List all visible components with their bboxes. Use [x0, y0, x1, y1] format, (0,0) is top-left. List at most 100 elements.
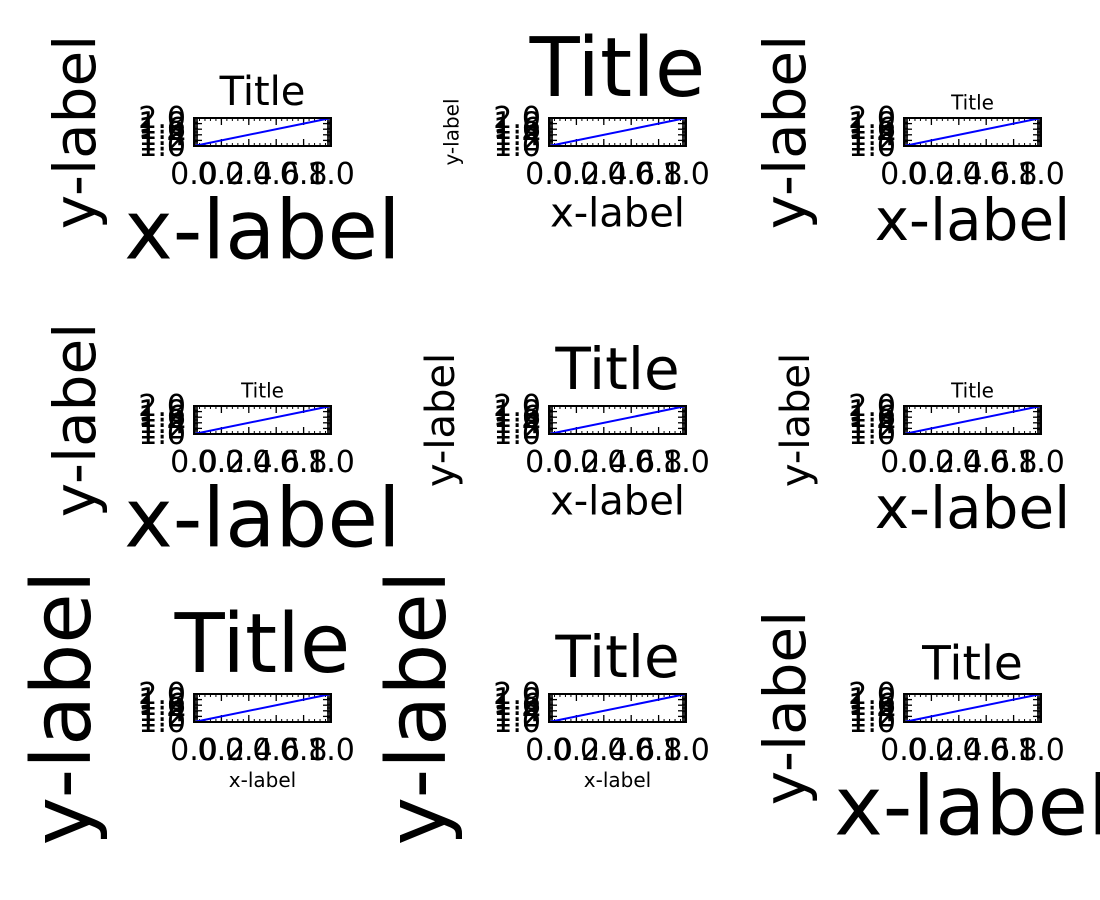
y-tick-label: 1.6 [848, 400, 896, 435]
y-tick-label: 1.2 [138, 411, 186, 446]
x-tick-label: 0.4 [580, 157, 628, 192]
y-tick-label: 1.2 [493, 123, 541, 158]
x-tick-label: 1.0 [1017, 445, 1065, 480]
x-axis-label: x-label [875, 186, 1071, 254]
x-tick-label: 0.0 [525, 445, 573, 480]
y-tick-label: 1.4 [848, 118, 896, 153]
data-line [903, 693, 1042, 723]
x-tick-label: 0.0 [170, 445, 218, 480]
x-tick-label: 0.4 [225, 733, 273, 768]
x-tick-label: 0.8 [990, 157, 1038, 192]
x-tick-label: 0.4 [935, 445, 983, 480]
x-axis-label: x-label [834, 759, 1100, 854]
data-line [193, 405, 332, 435]
x-tick-label: 0.8 [280, 445, 328, 480]
y-tick-label: 2.0 [848, 677, 896, 712]
y-axis-label: y-label [751, 35, 819, 230]
y-tick-label: 1.8 [848, 683, 896, 718]
y-axis-label: y-label [41, 323, 109, 518]
x-tick-label: 0.2 [908, 733, 956, 768]
y-tick-label: 1.6 [493, 400, 541, 435]
x-tick-label: 0.8 [990, 733, 1038, 768]
y-tick-label: 1.8 [493, 683, 541, 718]
y-tick-label: 1.8 [493, 107, 541, 142]
x-tick-label: 0.8 [280, 157, 328, 192]
chart-title: Title [950, 379, 994, 403]
axes-frame [548, 405, 687, 435]
x-tick-label: 0.2 [198, 157, 246, 192]
x-tick-label: 0.4 [580, 733, 628, 768]
x-tick-label: 0.6 [607, 733, 655, 768]
y-tick-label: 1.4 [138, 406, 186, 441]
y-tick-label: 1.4 [493, 694, 541, 729]
x-tick-label: 0.2 [553, 157, 601, 192]
chart-title: Title [921, 637, 1023, 692]
y-tick-label: 1.6 [848, 688, 896, 723]
y-tick-label: 1.0 [138, 705, 186, 740]
x-tick-label: 0.4 [580, 445, 628, 480]
x-tick-label: 0.2 [198, 733, 246, 768]
axes-frame [548, 693, 687, 723]
x-tick-label: 0.2 [198, 445, 246, 480]
x-tick-label: 0.6 [962, 157, 1010, 192]
x-tick-label: 0.4 [935, 157, 983, 192]
y-tick-label: 1.6 [138, 112, 186, 147]
x-tick-label: 0.2 [908, 157, 956, 192]
x-tick-label: 1.0 [662, 445, 710, 480]
y-tick-label: 1.2 [493, 411, 541, 446]
y-tick-label: 1.4 [848, 406, 896, 441]
y-tick-label: 2.0 [848, 101, 896, 136]
axes-frame [548, 117, 687, 147]
y-tick-label: 1.4 [493, 118, 541, 153]
x-tick-label: 0.0 [880, 733, 928, 768]
axes-frame [193, 693, 332, 723]
axes-frame [903, 693, 1042, 723]
subplot-7: 0.00.20.40.60.81.01.01.21.41.61.82.0Titl… [15, 571, 355, 846]
x-tick-label: 0.4 [225, 157, 273, 192]
axes-frame [193, 405, 332, 435]
subplot-8: 0.00.20.40.60.81.01.01.21.41.61.82.0Titl… [370, 571, 710, 846]
y-axis-label: y-label [15, 571, 110, 846]
subplot-5: 0.00.20.40.60.81.01.01.21.41.61.82.0Titl… [418, 335, 710, 524]
y-tick-label: 1.0 [138, 129, 186, 164]
x-tick-label: 0.8 [990, 445, 1038, 480]
subplot-3: 0.00.20.40.60.81.01.01.21.41.61.82.0 Titl… [751, 35, 1070, 254]
x-axis-label: x-label [875, 474, 1071, 542]
y-tick-label: 1.4 [138, 694, 186, 729]
x-tick-label: 0.6 [962, 733, 1010, 768]
data-line [548, 405, 687, 435]
y-tick-label: 1.0 [493, 705, 541, 740]
chart-title: Title [240, 379, 284, 403]
y-axis-label: y-label [751, 611, 819, 806]
x-tick-label: 0.2 [553, 733, 601, 768]
x-tick-label: 0.4 [225, 445, 273, 480]
x-tick-label: 0.6 [252, 733, 300, 768]
x-tick-label: 0.0 [525, 733, 573, 768]
x-tick-label: 0.6 [607, 157, 655, 192]
y-tick-label: 1.2 [848, 699, 896, 734]
x-tick-label: 0.8 [635, 733, 683, 768]
y-tick-label: 1.8 [848, 107, 896, 142]
x-tick-label: 1.0 [662, 157, 710, 192]
y-axis-label: y-label [370, 571, 465, 846]
y-tick-label: 1.8 [848, 395, 896, 430]
y-tick-label: 1.4 [848, 694, 896, 729]
data-line [548, 117, 687, 147]
x-tick-label: 0.8 [280, 733, 328, 768]
y-tick-label: 1.6 [493, 688, 541, 723]
x-tick-label: 0.0 [525, 157, 573, 192]
y-tick-label: 1.0 [848, 129, 896, 164]
x-axis-label: x-label [584, 768, 651, 792]
y-axis-label: y-label [773, 353, 819, 487]
data-line [903, 117, 1042, 147]
data-line [548, 693, 687, 723]
x-tick-label: 0.8 [635, 445, 683, 480]
y-tick-label: 2.0 [493, 677, 541, 712]
x-tick-label: 1.0 [1017, 157, 1065, 192]
y-tick-label: 1.6 [138, 400, 186, 435]
x-tick-label: 1.0 [307, 445, 355, 480]
x-tick-label: 0.6 [962, 445, 1010, 480]
x-axis-label: x-label [124, 471, 400, 566]
y-tick-label: 2.0 [493, 389, 541, 424]
x-axis-label: x-label [550, 478, 685, 524]
